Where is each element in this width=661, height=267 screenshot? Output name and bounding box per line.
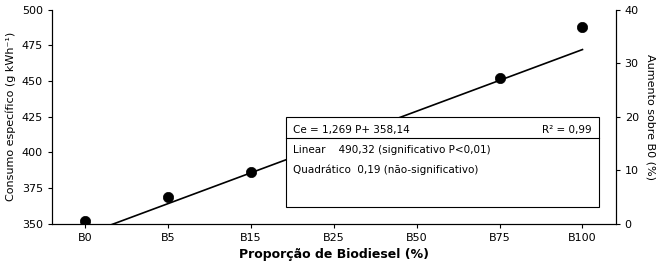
Y-axis label: Consumo específico (g kWh⁻¹): Consumo específico (g kWh⁻¹) (5, 32, 16, 201)
FancyBboxPatch shape (286, 117, 599, 207)
Point (411, 127, 422, 132)
Point (163, 195, 173, 199)
Point (246, 170, 256, 175)
Text: R² = 0,99: R² = 0,99 (542, 125, 592, 135)
Text: Ce = 1,269 P+ 358,14: Ce = 1,269 P+ 358,14 (293, 125, 409, 135)
Point (329, 167, 339, 172)
Y-axis label: Aumento sobre B0 (%): Aumento sobre B0 (%) (645, 54, 656, 180)
Text: Quadrático  0,19 (não-significativo): Quadrático 0,19 (não-significativo) (293, 164, 478, 175)
Point (494, 76, 505, 80)
Point (80, 219, 91, 223)
X-axis label: Proporção de Biodiesel (%): Proporção de Biodiesel (%) (239, 249, 429, 261)
Text: Linear    490,32 (significativo P<0,01): Linear 490,32 (significativo P<0,01) (293, 145, 490, 155)
Point (577, 25, 588, 29)
